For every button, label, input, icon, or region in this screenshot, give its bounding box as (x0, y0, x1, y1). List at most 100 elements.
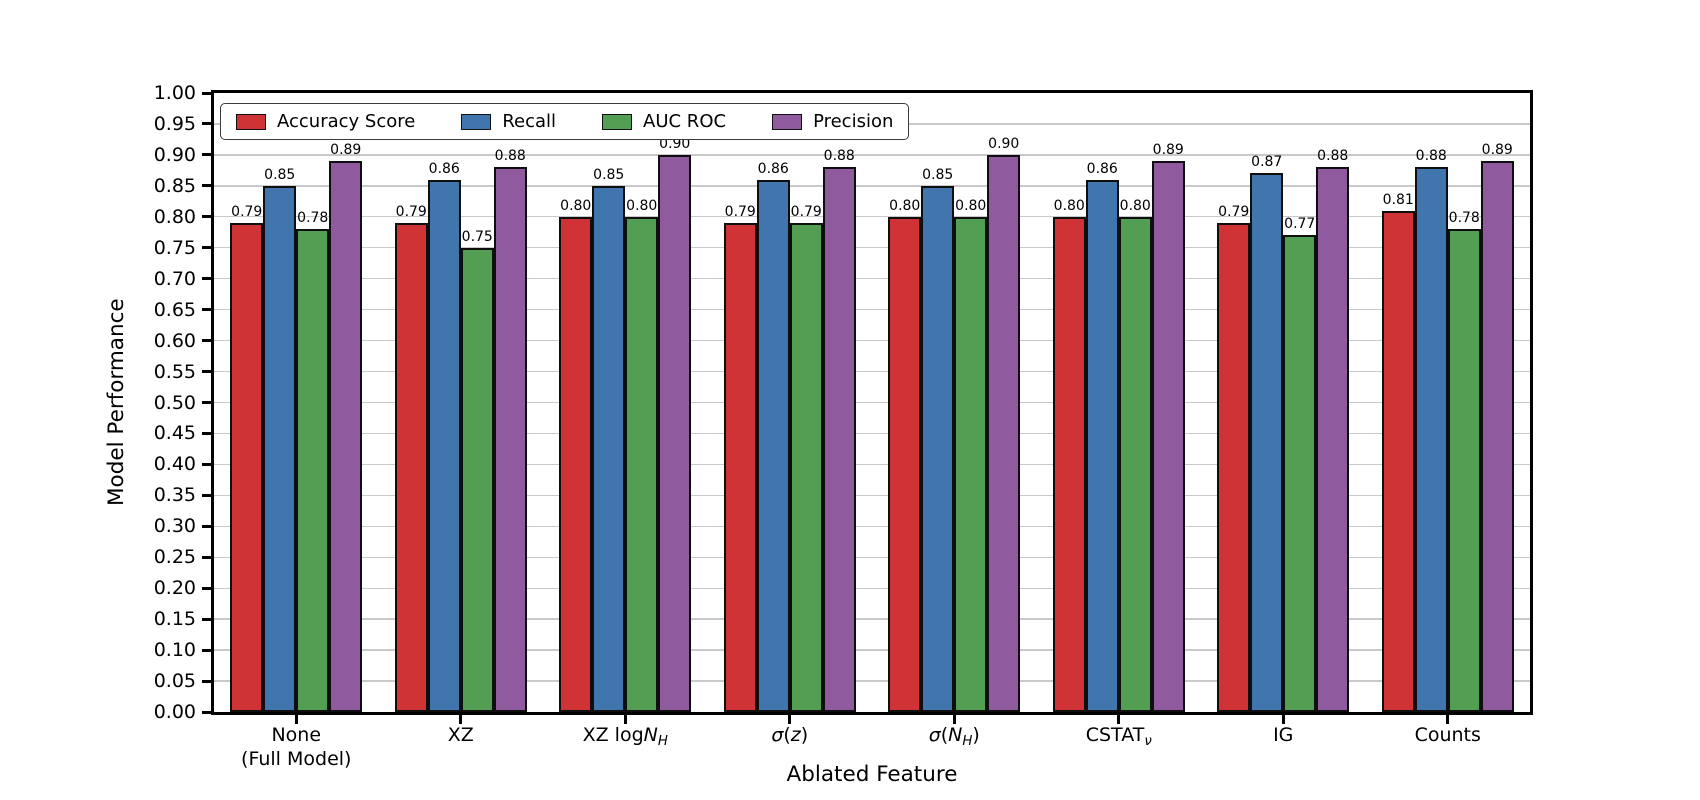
legend-label: Precision (813, 111, 894, 132)
plot-area: 0.79 0.79 0.80 0.79 0.80 0.80 0.79 0.81 0.85 0.86… (211, 90, 1533, 715)
y-tick (202, 524, 211, 528)
y-tick (202, 710, 211, 714)
x-tick-label-segment: (Full Model) (241, 748, 352, 770)
y-tick-label: 0.50 (153, 391, 196, 414)
y-tick-label: 0.25 (153, 546, 196, 569)
y-tick-label: 0.55 (153, 360, 196, 383)
y-tick (202, 555, 211, 559)
x-tick-label-segment: H (657, 733, 668, 749)
bar (954, 216, 988, 712)
y-tick-label: 1.00 (153, 82, 196, 104)
bar-value-label: 0.81 (1382, 191, 1414, 208)
bar (987, 154, 1021, 712)
x-tick (623, 715, 627, 724)
x-tick-label-segment: XZ (447, 724, 474, 746)
y-tick (202, 370, 211, 374)
x-tick-label: Counts (1338, 723, 1558, 747)
bar-value-label: 0.80 (626, 197, 658, 214)
bar (1283, 235, 1317, 712)
bar-value-label: 0.85 (922, 166, 954, 183)
bar (1414, 167, 1448, 712)
bar (263, 185, 297, 712)
x-tick-label: σ(z) (680, 723, 900, 747)
x-tick (1117, 715, 1121, 724)
y-tick-label: 0.35 (153, 484, 196, 507)
bar (329, 161, 363, 712)
bar-value-label: 0.80 (955, 197, 987, 214)
x-tick (1281, 715, 1285, 724)
legend: Accuracy Score Recall AUC ROC Precision (220, 103, 910, 140)
y-tick-label: 0.60 (153, 329, 196, 352)
bar (559, 216, 593, 712)
y-tick (202, 277, 211, 281)
y-tick-label: 0.95 (153, 112, 196, 135)
bar-value-label: 0.78 (1448, 210, 1480, 227)
bar (1217, 223, 1251, 712)
bar-value-label: 0.88 (494, 148, 526, 165)
legend-label: AUC ROC (643, 111, 727, 132)
bar (1151, 161, 1185, 712)
legend-entry: Accuracy Score (236, 111, 415, 132)
bar-value-label: 0.88 (1317, 148, 1349, 165)
x-tick-label-segment: CSTAT (1085, 724, 1145, 746)
y-tick (202, 122, 211, 126)
bar-value-label: 0.77 (1284, 216, 1316, 233)
x-tick-label-segment: ( (783, 724, 791, 746)
y-tick (202, 431, 211, 435)
bar (1118, 216, 1152, 712)
gridline (214, 556, 1530, 558)
y-tick (202, 648, 211, 652)
gridline (214, 525, 1530, 527)
y-tick (202, 617, 211, 621)
gridline (214, 618, 1530, 620)
plot-inner: 0.79 0.79 0.80 0.79 0.80 0.80 0.79 0.81 0.85 0.86… (214, 93, 1530, 712)
legend-label: Accuracy Score (277, 111, 416, 132)
y-tick-label: 0.75 (153, 236, 196, 259)
y-tick-label: 0.80 (153, 205, 196, 228)
bar (1381, 210, 1415, 712)
bar (625, 216, 659, 712)
y-tick (202, 401, 211, 404)
bar-value-label: 0.79 (395, 204, 427, 220)
legend-entry: Precision (772, 111, 893, 132)
legend-label: Recall (502, 111, 557, 132)
legend-entry: AUC ROC (602, 111, 726, 132)
bar-value-label: 0.75 (461, 228, 493, 245)
bar-value-label: 0.79 (724, 204, 756, 220)
x-tick-label-segment: Counts (1414, 724, 1481, 746)
legend-swatch (236, 113, 266, 130)
bar (1052, 216, 1086, 712)
y-tick-label: 0.70 (153, 267, 196, 290)
bar-value-label: 0.79 (790, 204, 822, 220)
gridline (214, 432, 1530, 435)
y-tick (202, 215, 211, 219)
bar (1447, 229, 1481, 712)
bar (888, 216, 922, 712)
y-tick-label: 0.45 (153, 422, 196, 445)
bar (592, 185, 626, 712)
x-tick-label-segment: ν (1144, 733, 1152, 749)
gridline (214, 154, 1530, 156)
bar (1085, 179, 1119, 712)
x-tick (952, 715, 956, 724)
bar (756, 179, 790, 712)
x-tick (459, 715, 463, 724)
x-tick-label: XZ logNH (515, 723, 735, 754)
y-tick (202, 679, 211, 683)
x-tick (294, 715, 298, 724)
bar (460, 247, 494, 712)
bar (427, 179, 461, 712)
gridline (214, 247, 1530, 249)
gridline (214, 463, 1530, 466)
gridline (214, 370, 1530, 373)
bar-value-label: 0.79 (1218, 204, 1250, 220)
y-tick (202, 462, 211, 466)
x-tick-label: XZ (351, 723, 571, 747)
bar-value-label: 0.89 (1481, 142, 1513, 159)
bar (921, 185, 955, 712)
gridline (214, 308, 1530, 311)
bar-value-label: 0.89 (1152, 142, 1184, 159)
gridline (214, 494, 1530, 497)
bar (1250, 173, 1284, 712)
